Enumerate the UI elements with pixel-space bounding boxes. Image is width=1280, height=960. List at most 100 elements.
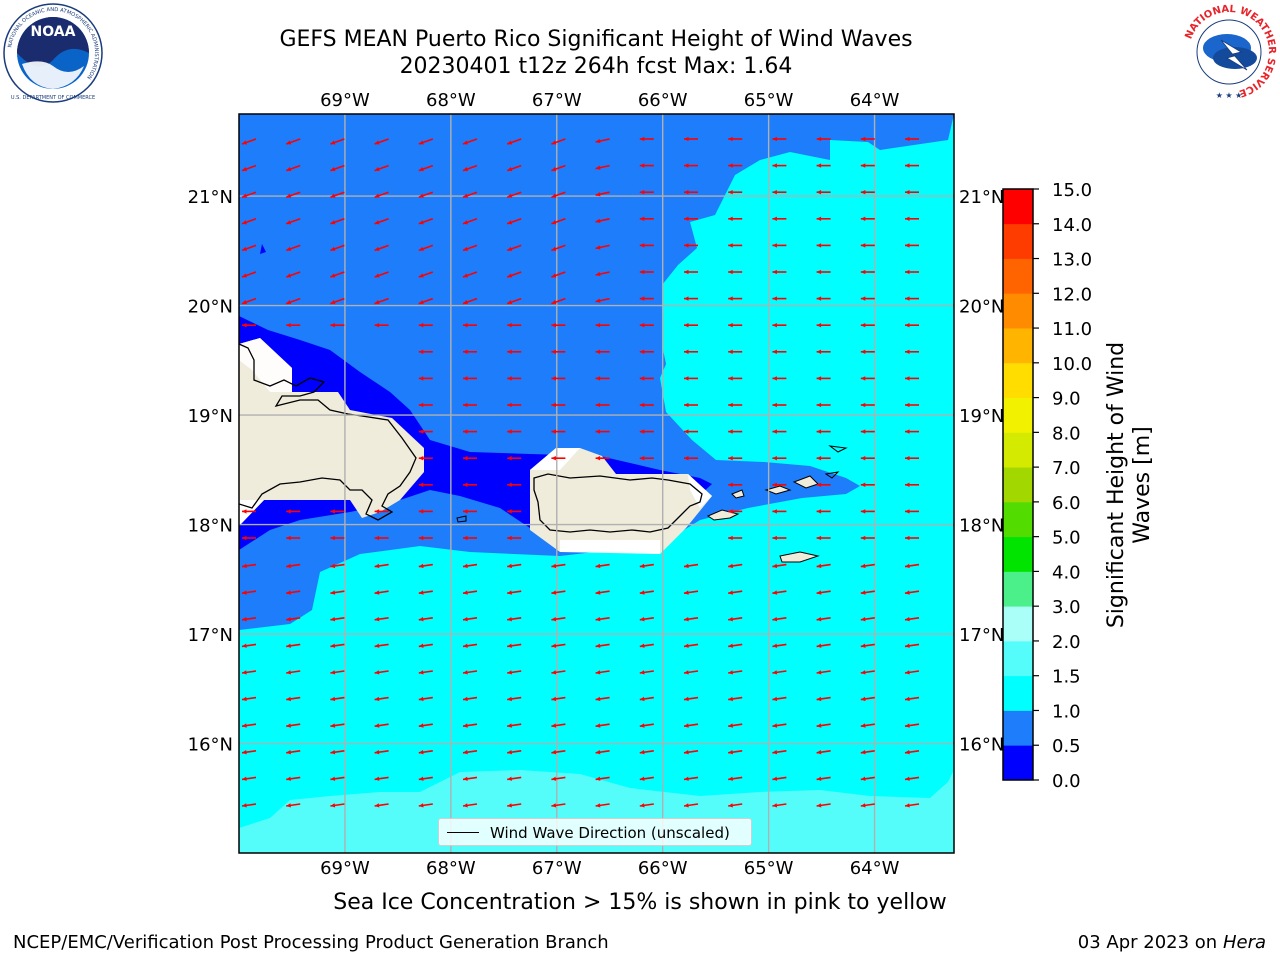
wave-arrow	[463, 402, 477, 408]
lat-tick-label-right: 21°N	[959, 187, 1004, 208]
wave-arrow	[772, 136, 787, 142]
wave-arrow	[462, 750, 478, 755]
wave-arrow	[462, 723, 478, 728]
wave-arrow	[595, 429, 610, 434]
wave-arrow	[330, 218, 345, 225]
wave-arrow	[374, 244, 389, 252]
lon-labels-bottom: 69°W 68°W 67°W 66°W 65°W 64°W	[320, 858, 900, 879]
wave-arrow	[816, 136, 831, 142]
wave-arrow	[374, 670, 389, 675]
wave-arrow	[330, 750, 345, 755]
wave-arrow	[639, 696, 654, 702]
wave-arrow	[595, 803, 610, 808]
colorbar-tick-label: 11.0	[1052, 319, 1092, 340]
wave-arrow	[860, 190, 875, 195]
wave-arrow	[728, 456, 743, 461]
wave-arrow	[241, 164, 257, 172]
wave-arrow	[463, 509, 477, 514]
wave-arrow	[507, 776, 522, 781]
wave-arrow	[728, 509, 743, 514]
wave-arrow	[286, 696, 301, 702]
wave-arrow	[507, 617, 522, 622]
wave-arrow	[639, 163, 654, 168]
wave-arrow	[816, 643, 831, 648]
wave-arrow	[639, 216, 654, 221]
wave-arrow	[728, 723, 743, 728]
lon-tick-label-top: 69°W	[320, 90, 370, 111]
legend-line-swatch	[447, 832, 479, 833]
wave-arrow	[816, 803, 831, 808]
wave-arrow	[241, 670, 257, 675]
lat-tick-label-right: 20°N	[959, 297, 1004, 318]
wave-arrow	[374, 696, 389, 702]
wave-arrow	[595, 191, 610, 197]
wave-arrow	[904, 590, 920, 595]
wave-arrow	[286, 563, 301, 569]
wave-arrow	[285, 244, 301, 252]
wave-arrow	[551, 563, 566, 569]
lon-tick-label-top: 68°W	[426, 90, 476, 111]
wave-arrow	[507, 402, 522, 408]
colorbar-segment	[1003, 606, 1033, 642]
wave-arrow	[905, 509, 919, 514]
legend-label: Wind Wave Direction (unscaled)	[490, 824, 730, 842]
wave-arrow	[551, 402, 566, 408]
wave-arrow	[418, 376, 433, 381]
wave-arrow	[506, 191, 522, 198]
wave-arrow	[418, 429, 433, 434]
wave-arrow	[330, 323, 345, 328]
wave-arrow	[860, 243, 875, 248]
lat-labels-right: 21°N 20°N 19°N 18°N 17°N 16°N	[959, 187, 1004, 755]
wave-arrow	[418, 218, 434, 225]
wave-arrow	[595, 590, 610, 595]
wave-arrow	[684, 269, 698, 275]
footer-date: 03 Apr 2023 on Hera	[1077, 932, 1266, 953]
wave-arrow	[683, 563, 699, 569]
wave-arrow	[418, 509, 433, 514]
wave-arrow	[728, 750, 743, 755]
wave-arrow	[595, 323, 610, 328]
wave-arrow	[595, 349, 610, 354]
wave-direction-legend: Wind Wave Direction (unscaled)	[438, 818, 752, 846]
map-frame	[238, 113, 955, 854]
lat-tick-label-left: 20°N	[188, 297, 233, 318]
wave-arrow	[374, 509, 389, 514]
wave-arrow	[374, 617, 389, 622]
wave-arrow	[816, 402, 831, 408]
wave-arrow	[905, 296, 919, 301]
wave-arrow	[241, 750, 257, 755]
wave-arrow	[772, 349, 787, 354]
colorbar-label: Significant Height of Wind Waves [m]	[1104, 341, 1155, 629]
wave-arrow	[463, 535, 477, 541]
wave-arrow	[728, 696, 743, 702]
wave-arrow	[639, 376, 654, 381]
wave-arrow	[639, 617, 654, 622]
wave-arrow	[728, 136, 743, 142]
wave-arrow	[551, 218, 566, 225]
wave-arrow	[418, 617, 433, 622]
wave-arrow	[639, 296, 654, 301]
wave-arrow	[462, 670, 478, 675]
wave-arrow	[241, 590, 257, 595]
wave-arrow	[639, 643, 654, 648]
wave-arrow	[639, 750, 654, 755]
wave-arrow	[286, 776, 301, 781]
wave-arrow	[683, 670, 699, 675]
wave-arrow	[330, 563, 345, 569]
colorbar-tick-label: 6.0	[1052, 493, 1081, 514]
wave-arrow	[860, 670, 875, 675]
wave-arrow	[816, 696, 831, 702]
lon-tick-label-bottom: 66°W	[638, 858, 688, 879]
wave-arrow	[904, 696, 920, 702]
wave-arrow	[639, 269, 654, 275]
wave-arrow	[816, 323, 831, 328]
wave-arrow	[860, 376, 875, 381]
wave-arrow	[418, 723, 433, 728]
wave-arrow	[728, 402, 743, 408]
wave-arrow	[330, 723, 345, 728]
lon-tick-label-top: 64°W	[850, 90, 900, 111]
wave-arrow	[639, 349, 654, 354]
wave-arrow	[330, 191, 345, 198]
wave-arrow	[595, 643, 610, 648]
wave-arrow	[507, 482, 522, 487]
